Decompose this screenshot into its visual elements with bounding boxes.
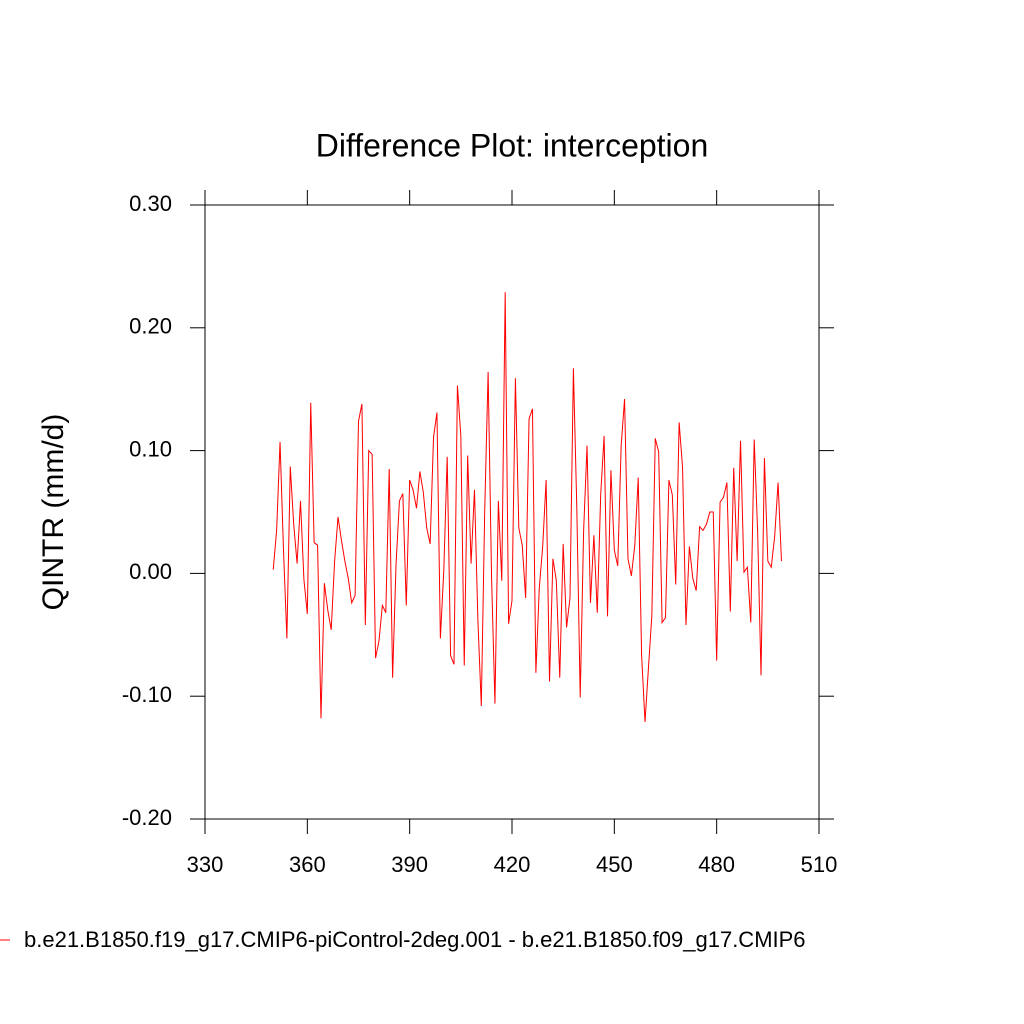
y-tick-label: 0.20 (129, 314, 172, 339)
y-tick-label: 0.00 (129, 559, 172, 584)
x-tick-label: 360 (289, 852, 326, 877)
y-axis-label: QINTR (mm/d) (37, 414, 70, 611)
legend-label: b.e21.B1850.f19_g17.CMIP6-piControl-2deg… (24, 927, 806, 952)
plot-frame (204, 204, 820, 820)
x-tick-label: 480 (698, 852, 735, 877)
chart-title: Difference Plot: interception (316, 127, 709, 163)
y-tick-label: 0.30 (129, 191, 172, 216)
x-tick-label: 420 (494, 852, 531, 877)
y-tick-label: -0.20 (122, 805, 172, 830)
data-line (272, 292, 782, 723)
x-tick-label: 390 (391, 852, 428, 877)
y-tick-label: -0.10 (122, 682, 172, 707)
y-tick-label: 0.10 (129, 436, 172, 461)
x-tick-label: 450 (596, 852, 633, 877)
x-tick-label: 330 (187, 852, 224, 877)
x-tick-label: 510 (801, 852, 838, 877)
